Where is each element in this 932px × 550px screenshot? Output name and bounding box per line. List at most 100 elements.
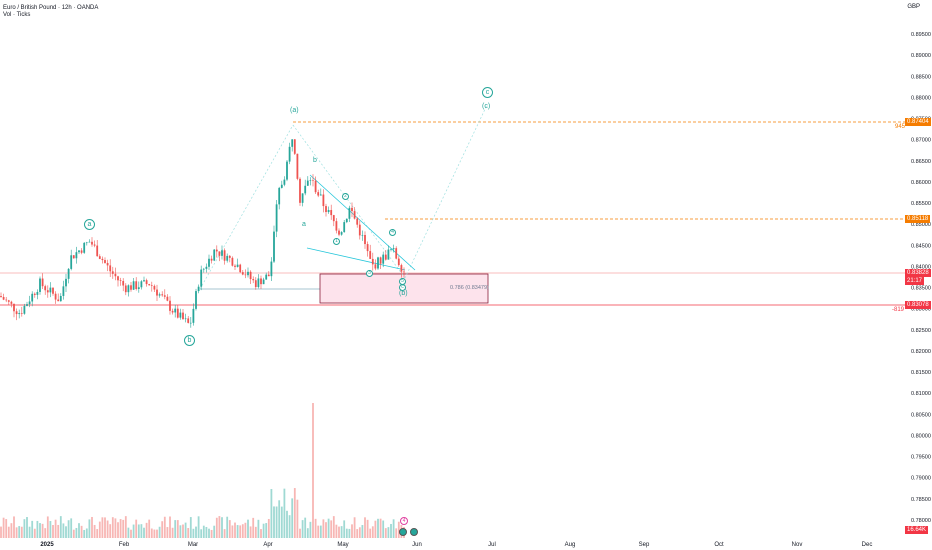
volume-bar	[366, 519, 369, 538]
volume-bar	[234, 522, 236, 538]
time-tick-label: May	[337, 542, 348, 548]
volume-bar	[270, 489, 273, 538]
volume-bar	[156, 529, 158, 538]
candle-body	[78, 250, 80, 253]
volume-bar	[332, 516, 335, 538]
alert-icon[interactable]: 4	[400, 517, 408, 525]
volume-bar	[236, 525, 239, 538]
channel-lower	[306, 247, 406, 271]
candle-body	[119, 280, 122, 281]
volume-bar	[288, 515, 291, 538]
volume-bar	[75, 527, 78, 538]
event-icon-2[interactable]	[410, 528, 418, 536]
candle-body	[397, 258, 400, 266]
candle-body	[234, 265, 236, 267]
candle-body	[2, 296, 5, 300]
circle-label-4[interactable]: 4	[389, 229, 396, 236]
price-tick-label: 0.87000	[911, 138, 931, 144]
candle-body	[153, 285, 156, 290]
circle-label-3[interactable]: 3	[366, 270, 373, 277]
volume-bar	[101, 517, 104, 538]
price-tick-label: 0.85000	[911, 222, 931, 228]
candle-body	[361, 234, 364, 236]
volume-bar	[254, 526, 257, 538]
volume-bar	[335, 524, 338, 538]
candle-body	[26, 304, 28, 306]
price-tick-label: 0.86000	[911, 180, 931, 186]
circle-label-c-small[interactable]: c	[399, 284, 406, 291]
volume-bar	[62, 523, 65, 538]
candle-body	[252, 279, 255, 281]
volume-bar	[208, 528, 210, 538]
volume-bar	[130, 529, 132, 538]
candle-body	[171, 310, 174, 313]
circle-label-c[interactable]: c	[482, 87, 493, 98]
candle-body	[166, 296, 169, 301]
event-icon[interactable]	[399, 528, 407, 536]
wave-label-c-proj[interactable]: (c)	[482, 103, 491, 110]
target-ticks-label: 945	[895, 124, 906, 130]
circle-label-b[interactable]: b	[184, 335, 195, 346]
candle-body	[351, 207, 353, 212]
candle-body	[0, 296, 2, 297]
volume-bar	[148, 519, 151, 538]
volume-bar	[317, 525, 320, 538]
candle-body	[400, 265, 403, 272]
volume-bar	[10, 523, 13, 538]
volume-bar	[49, 521, 52, 538]
candle-body	[241, 272, 244, 275]
price-tick-label: 0.85500	[911, 201, 931, 207]
candle-body	[18, 313, 21, 315]
candle-body	[91, 241, 93, 245]
price-tick-label: 0.89000	[911, 53, 931, 59]
candle-body	[395, 248, 398, 259]
volume-bar	[205, 526, 208, 538]
candle-body	[67, 268, 70, 279]
volume-bar	[228, 520, 231, 538]
candle-body	[65, 278, 67, 287]
candle-body	[301, 193, 304, 203]
volume-bar	[351, 524, 353, 538]
volume-bar	[176, 520, 179, 538]
volume-bar	[244, 522, 247, 538]
candle-body	[299, 178, 301, 203]
circle-label-1[interactable]: 1	[333, 238, 340, 245]
wave-label-b-bottom[interactable]: (b)	[399, 290, 408, 297]
candle-body	[39, 278, 41, 292]
volume-bar	[189, 517, 192, 538]
wave-label-a-top[interactable]: (a)	[290, 107, 299, 114]
volume-bar	[327, 518, 330, 538]
volume-series	[0, 403, 405, 538]
volume-bar	[379, 518, 382, 538]
candle-body	[111, 271, 114, 274]
volume-bar	[187, 528, 190, 538]
volume-bar	[267, 518, 270, 538]
candle-body	[176, 308, 179, 318]
candle-body	[85, 242, 88, 244]
volume-bar	[52, 524, 54, 538]
volume-bar	[312, 403, 314, 538]
price-tick-label: 0.81500	[911, 370, 931, 376]
candle-body	[374, 264, 377, 269]
candle-body	[387, 249, 390, 260]
wave-label-a-small[interactable]: a	[302, 221, 306, 228]
time-tick-label: Feb	[119, 542, 130, 548]
wave-label-b-small[interactable]: b	[313, 157, 317, 164]
volume-bar	[395, 528, 398, 538]
candle-body	[296, 153, 299, 179]
time-tick-label: Oct	[714, 542, 724, 548]
volume-bar	[241, 524, 244, 538]
circle-label-a[interactable]: a	[84, 219, 95, 230]
volume-bar	[28, 526, 31, 538]
circle-label-2[interactable]: 2	[342, 193, 349, 200]
candle-body	[218, 251, 221, 256]
candle-body	[23, 305, 26, 314]
candle-body	[390, 249, 392, 250]
candle-body	[59, 295, 62, 302]
volume-bar	[67, 520, 70, 538]
volume-bar	[275, 506, 278, 538]
candle-body	[80, 250, 83, 253]
volume-bar	[18, 526, 21, 538]
candle-body	[41, 278, 44, 287]
